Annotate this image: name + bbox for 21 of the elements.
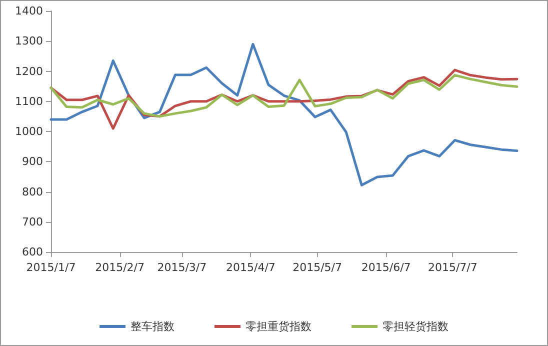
x-tick-label: 2015/7/7 (428, 261, 478, 274)
y-tick-label: 700 (22, 215, 43, 228)
x-tick-label: 2015/3/7 (157, 261, 207, 274)
legend-label: 零担重货指数 (246, 320, 312, 333)
x-tick-label: 2015/5/7 (292, 261, 342, 274)
x-tick-label: 2015/4/7 (226, 261, 276, 274)
y-tick-label: 900 (22, 155, 43, 168)
line-series (50, 42, 518, 186)
line-series (50, 74, 518, 118)
y-tick-label: 1000 (15, 125, 43, 138)
x-tick-label: 2015/2/7 (95, 261, 144, 274)
y-tick-label: 1100 (15, 94, 43, 108)
x-tick-label: 2015/6/7 (361, 261, 411, 274)
y-tick-label: 600 (22, 246, 43, 258)
y-tick-label: 1400 (15, 4, 43, 18)
x-tick-label: 2015/1/7 (26, 261, 76, 274)
legend-label: 整车指数 (130, 320, 174, 333)
y-tick-label: 1200 (15, 64, 43, 78)
y-tick-label: 1300 (15, 34, 43, 48)
legend-label: 零担轻货指数 (382, 320, 448, 333)
y-tick-label: 800 (22, 185, 43, 198)
